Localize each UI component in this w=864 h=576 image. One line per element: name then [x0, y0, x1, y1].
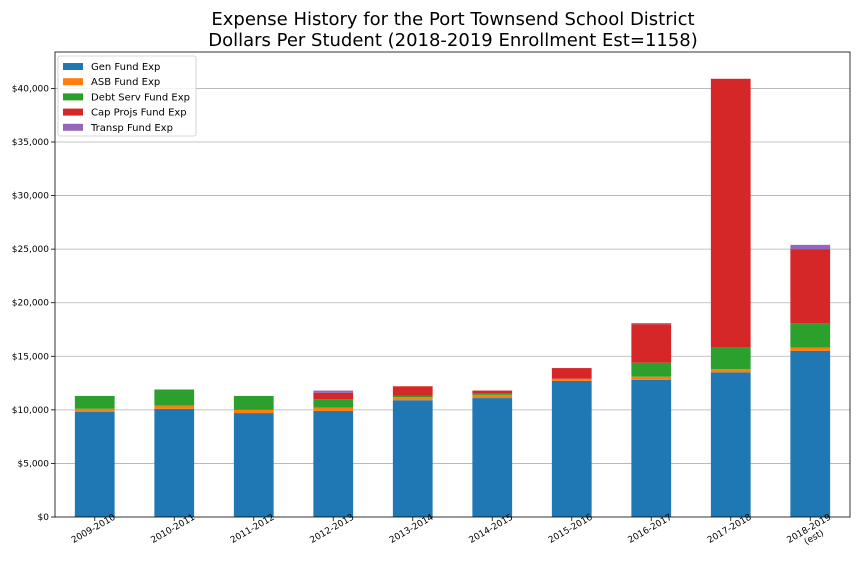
bar-segment	[790, 323, 831, 348]
bar-segment	[710, 369, 751, 373]
bars	[74, 78, 831, 517]
y-tick-label: $40,000	[12, 84, 49, 94]
x-tick-label-line: 2017-2018	[706, 513, 754, 546]
x-tick-label: 2014-2015	[468, 513, 515, 546]
x-tick-label: 2010-2011	[150, 513, 197, 546]
x-tick-label-line: 2011-2012	[229, 513, 276, 546]
legend-label: Debt Serv Fund Exp	[91, 92, 190, 103]
bar-segment	[313, 399, 354, 408]
x-tick-label-line: 2010-2011	[150, 513, 197, 546]
bar-segment	[631, 379, 672, 517]
y-tick-label: $5,000	[18, 459, 50, 469]
y-tick-label: $10,000	[12, 406, 49, 416]
legend-label: Gen Fund Exp	[91, 62, 160, 73]
bar-segment	[154, 389, 195, 406]
x-tick-label: 2017-2018	[706, 513, 754, 546]
bar-segment	[790, 350, 831, 517]
x-tick-label: 2013-2014	[388, 513, 436, 546]
x-tick-label-line: 2014-2015	[468, 513, 515, 546]
legend-label: Transp Fund Exp	[90, 123, 173, 134]
bar-segment	[472, 390, 513, 394]
bar-segment	[233, 413, 274, 517]
bar-segment	[710, 347, 751, 370]
x-tick-label: 2011-2012	[229, 513, 276, 546]
bar-segment	[631, 362, 672, 377]
bar-segment	[631, 376, 672, 380]
bar-segment	[631, 324, 672, 363]
chart-title-line-2: Dollars Per Student (2018-2019 Enrollmen…	[208, 30, 698, 51]
bar-segment	[551, 378, 592, 381]
bar-segment	[631, 323, 672, 325]
y-tick-label: $25,000	[12, 245, 49, 255]
x-tick-label-line: 2012-2013	[309, 513, 356, 546]
x-tick-label: 2016-2017	[627, 513, 674, 546]
bar-segment	[313, 390, 354, 393]
legend-label: Cap Projs Fund Exp	[91, 108, 187, 119]
bar-segment	[710, 78, 751, 348]
bar-segment	[154, 408, 195, 517]
bar-segment	[551, 380, 592, 517]
legend-swatch	[63, 108, 83, 116]
bar-segment	[313, 392, 354, 400]
x-tick-label: 2015-2016	[547, 513, 595, 546]
x-tick-label-line: 2009-2010	[70, 513, 118, 546]
bar-segment	[790, 347, 831, 351]
y-tick-label: $0	[38, 513, 50, 523]
x-tick-label: 2018-2019(est)	[786, 513, 834, 548]
y-tick-label: $30,000	[12, 192, 49, 202]
bar-segment	[233, 395, 274, 410]
bar-segment	[392, 397, 433, 401]
legend-label: ASB Fund Exp	[91, 77, 160, 88]
bar-segment	[790, 249, 831, 324]
chart-title-line-1: Expense History for the Port Townsend Sc…	[211, 9, 694, 30]
legend: Gen Fund Exp ASB Fund Exp Debt Serv Fund E…	[57, 55, 197, 137]
bar-segment	[472, 393, 513, 395]
bar-segment	[392, 400, 433, 517]
x-tick-label: 2009-2010	[70, 513, 118, 546]
bar-segment	[790, 244, 831, 250]
plot-frame	[54, 51, 851, 518]
bar-segment	[74, 395, 115, 409]
bar-segment	[392, 395, 433, 397]
x-tick-label: 2012-2013	[309, 513, 356, 546]
bar-segment	[710, 372, 751, 517]
bar-segment	[233, 409, 274, 414]
bar-segment	[74, 412, 115, 517]
legend-swatch	[63, 78, 83, 86]
bar-segment	[313, 407, 354, 411]
x-tick-label-line: 2013-2014	[388, 513, 436, 546]
bar-segment	[313, 410, 354, 517]
bar-segment	[154, 405, 195, 409]
x-tick-label-line: 2015-2016	[547, 513, 595, 546]
bar-segment	[472, 398, 513, 517]
y-tick-label: $20,000	[12, 299, 49, 309]
x-tick-label-line: 2016-2017	[627, 513, 674, 546]
y-tick-label: $15,000	[12, 352, 49, 362]
y-tick-label: $35,000	[12, 138, 49, 148]
bar-segment	[551, 368, 592, 379]
bar-segment	[392, 386, 433, 396]
legend-box	[57, 55, 197, 137]
bar-segment	[472, 394, 513, 399]
legend-swatch	[63, 93, 83, 101]
bar-segment	[74, 408, 115, 412]
legend-swatch	[63, 123, 83, 131]
legend-swatch	[63, 63, 83, 70]
